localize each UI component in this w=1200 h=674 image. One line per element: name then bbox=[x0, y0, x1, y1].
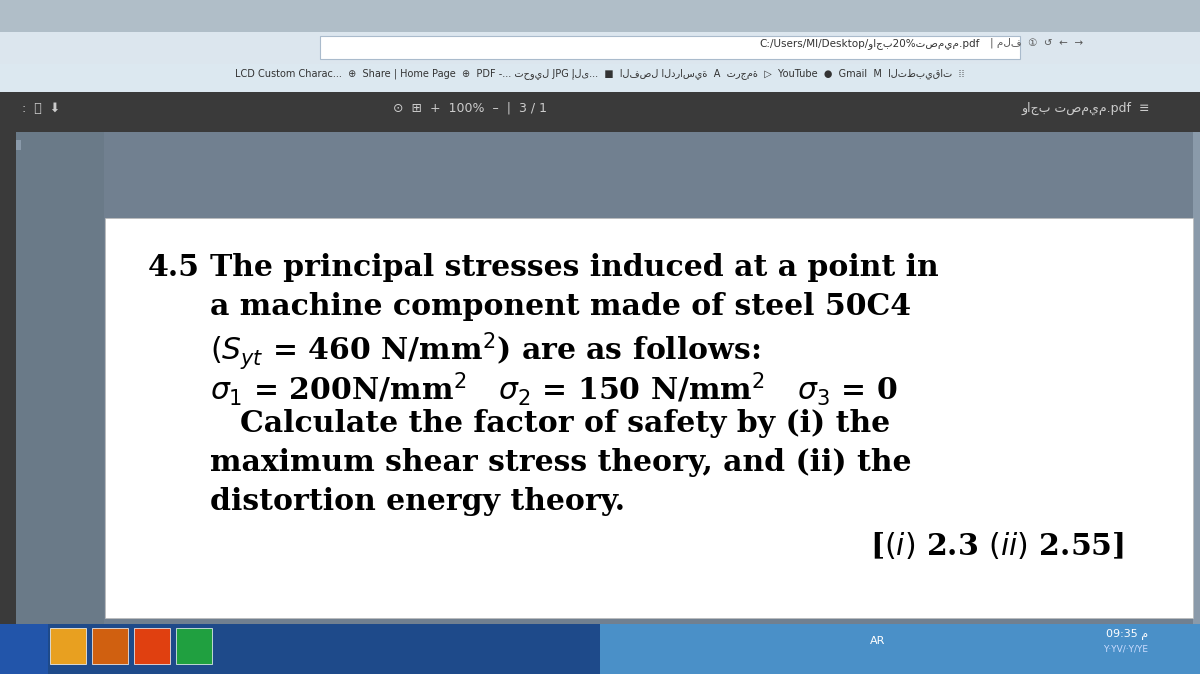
Bar bbox=[134, 628, 170, 664]
Text: $\sigma_1$ = 200N/mm$^2$   $\sigma_2$ = 150 N/mm$^2$   $\sigma_3$ = 0: $\sigma_1$ = 200N/mm$^2$ $\sigma_2$ = 15… bbox=[210, 370, 898, 408]
Bar bbox=[0, 32, 1200, 64]
Bar bbox=[0, 0, 1200, 32]
Bar bbox=[0, 624, 600, 674]
Text: Y·YV/·Y/YE: Y·YV/·Y/YE bbox=[1103, 644, 1148, 653]
Bar bbox=[0, 132, 16, 624]
Bar bbox=[106, 218, 1193, 618]
Bar bbox=[0, 64, 1200, 92]
Bar bbox=[0, 92, 1200, 132]
Bar bbox=[0, 132, 1200, 624]
Text: واجب تصميم.pdf  ≡: واجب تصميم.pdf ≡ bbox=[1021, 102, 1150, 115]
Text: The principal stresses induced at a point in: The principal stresses induced at a poin… bbox=[210, 253, 938, 282]
Text: distortion energy theory.: distortion energy theory. bbox=[210, 487, 625, 516]
Text: maximum shear stress theory, and (ii) the: maximum shear stress theory, and (ii) th… bbox=[210, 448, 912, 477]
Text: AR: AR bbox=[870, 636, 886, 646]
Text: | ملف  ①  ↺  ←  →: | ملف ① ↺ ← → bbox=[990, 38, 1084, 49]
Bar bbox=[320, 36, 1020, 59]
Bar bbox=[1193, 132, 1200, 624]
Text: C:/Users/MI/Desktop/واجب20%تصميم.pdf: C:/Users/MI/Desktop/واجب20%تصميم.pdf bbox=[760, 38, 980, 49]
Bar bbox=[50, 628, 86, 664]
Text: a machine component made of steel 50C4: a machine component made of steel 50C4 bbox=[210, 292, 911, 321]
Text: :  🖨  ⬇: : 🖨 ⬇ bbox=[22, 102, 60, 115]
Bar bbox=[176, 628, 212, 664]
Text: [$(i)$ 2.3 $(ii)$ 2.55]: [$(i)$ 2.3 $(ii)$ 2.55] bbox=[870, 530, 1124, 561]
Text: ⊙  ⊞  +  100%  –  |  3 / 1: ⊙ ⊞ + 100% – | 3 / 1 bbox=[394, 102, 547, 115]
Bar bbox=[16, 140, 22, 150]
Text: 09:35 م: 09:35 م bbox=[1106, 629, 1148, 640]
Text: 4.5: 4.5 bbox=[148, 253, 200, 282]
Bar bbox=[92, 628, 128, 664]
Text: LCD Custom Charac...  ⊕  Share | Home Page  ⊕  PDF -... تحويل JPG إلى...  ■  الف: LCD Custom Charac... ⊕ Share | Home Page… bbox=[235, 68, 965, 79]
Text: $(S_{yt}$ = 460 N/mm$^2$) are as follows:: $(S_{yt}$ = 460 N/mm$^2$) are as follows… bbox=[210, 331, 761, 373]
Bar bbox=[600, 624, 1200, 674]
Bar bbox=[0, 624, 48, 674]
Bar bbox=[16, 132, 104, 624]
Text: Calculate the factor of safety by (i) the: Calculate the factor of safety by (i) th… bbox=[240, 409, 890, 438]
